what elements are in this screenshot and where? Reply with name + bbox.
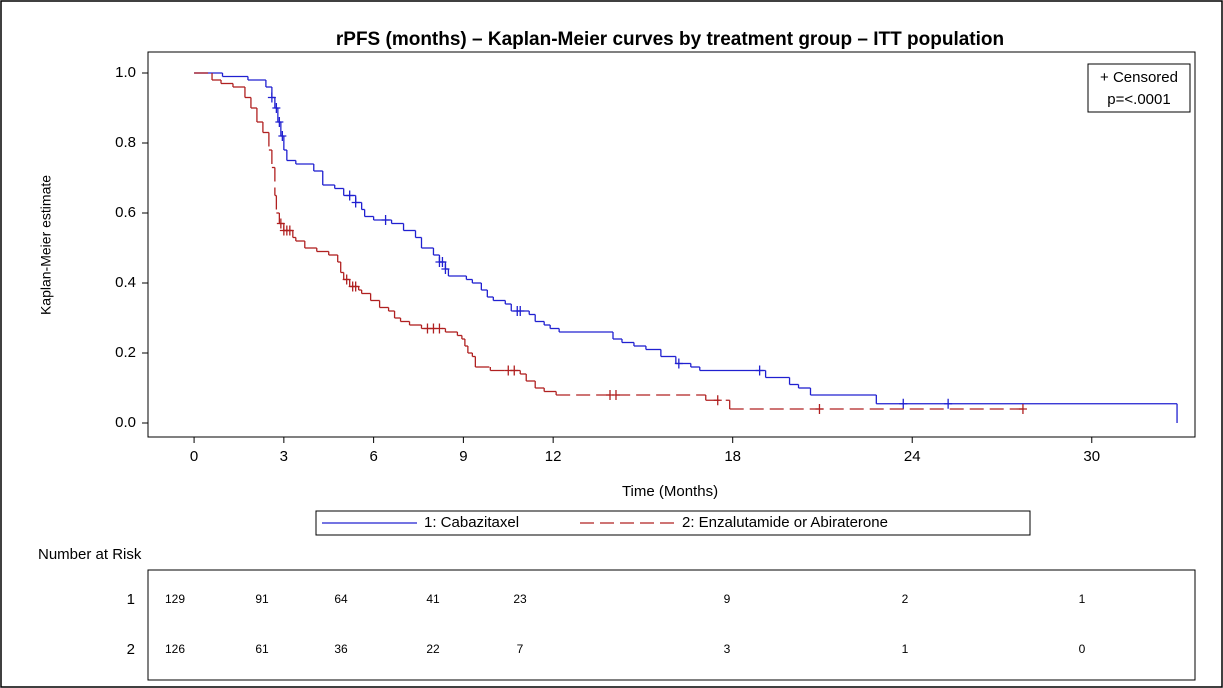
censor-mark bbox=[713, 395, 722, 406]
y-axis-label: Kaplan-Meier estimate bbox=[38, 175, 54, 315]
x-axis-label: Time (Months) bbox=[622, 483, 718, 500]
x-tick-label: 24 bbox=[904, 448, 921, 465]
risk-value: 23 bbox=[513, 592, 527, 606]
risk-value: 41 bbox=[426, 592, 440, 606]
risk-value: 1 bbox=[902, 642, 909, 656]
x-tick-label: 6 bbox=[369, 448, 377, 465]
x-tick-label: 30 bbox=[1083, 448, 1100, 465]
risk-title: Number at Risk bbox=[38, 546, 142, 563]
y-tick-label: 1.0 bbox=[115, 64, 136, 81]
censor-mark bbox=[516, 306, 525, 316]
x-tick-label: 0 bbox=[190, 448, 198, 465]
risk-value: 9 bbox=[724, 592, 731, 606]
risk-row-label: 2 bbox=[127, 641, 135, 658]
inset-text: + Censored bbox=[1100, 69, 1178, 86]
censor-mark bbox=[438, 257, 447, 267]
censor-mark bbox=[345, 190, 354, 201]
x-tick-label: 18 bbox=[724, 448, 741, 465]
inset-box bbox=[1087, 63, 1191, 113]
censor-mark bbox=[267, 92, 276, 103]
y-tick-label: 0.0 bbox=[115, 414, 136, 431]
risk-value: 126 bbox=[165, 642, 185, 656]
risk-value: 1 bbox=[1079, 592, 1086, 606]
censor-mark bbox=[510, 365, 519, 376]
censor-mark bbox=[435, 323, 444, 334]
y-tick-label: 0.4 bbox=[115, 274, 136, 291]
legend-label: 1: Cabazitaxel bbox=[424, 514, 519, 531]
risk-value: 64 bbox=[334, 592, 348, 606]
risk-value: 36 bbox=[334, 642, 348, 656]
censor-mark bbox=[278, 131, 287, 141]
y-tick-label: 0.8 bbox=[115, 134, 136, 151]
risk-table-box bbox=[147, 569, 1196, 681]
censor-mark bbox=[272, 103, 281, 113]
censor-mark bbox=[275, 117, 284, 127]
inset-text: p=<.0001 bbox=[1107, 91, 1170, 108]
x-tick-label: 3 bbox=[280, 448, 288, 465]
censor-mark bbox=[351, 281, 360, 292]
risk-value: 129 bbox=[165, 592, 185, 606]
y-tick-label: 0.2 bbox=[115, 344, 136, 361]
chart-title: rPFS (months) – Kaplan-Meier curves by t… bbox=[336, 29, 1004, 50]
legend-label: 2: Enzalutamide or Abiraterone bbox=[682, 514, 888, 531]
x-tick-label: 9 bbox=[459, 448, 467, 465]
censor-mark bbox=[441, 264, 450, 274]
risk-value: 0 bbox=[1079, 642, 1086, 656]
censor-mark bbox=[342, 274, 351, 285]
risk-row-label: 1 bbox=[127, 591, 135, 608]
risk-value: 22 bbox=[426, 642, 440, 656]
censor-mark bbox=[674, 358, 683, 369]
risk-value: 61 bbox=[255, 642, 269, 656]
plot-frame bbox=[147, 51, 1196, 438]
censor-mark bbox=[815, 404, 824, 414]
risk-value: 7 bbox=[517, 642, 524, 656]
risk-value: 3 bbox=[724, 642, 731, 656]
censor-mark bbox=[276, 218, 285, 229]
x-tick-label: 12 bbox=[545, 448, 562, 465]
risk-value: 2 bbox=[902, 592, 909, 606]
censor-mark bbox=[755, 365, 764, 376]
censor-mark bbox=[944, 398, 953, 409]
censor-mark bbox=[899, 398, 908, 409]
y-tick-label: 0.6 bbox=[115, 204, 136, 221]
risk-value: 91 bbox=[255, 592, 269, 606]
censor-mark bbox=[611, 390, 620, 400]
censor-mark bbox=[285, 225, 294, 236]
legend-box bbox=[315, 510, 1031, 536]
censor-mark bbox=[1018, 404, 1027, 414]
censor-mark bbox=[351, 197, 360, 208]
censor-mark bbox=[381, 215, 390, 225]
